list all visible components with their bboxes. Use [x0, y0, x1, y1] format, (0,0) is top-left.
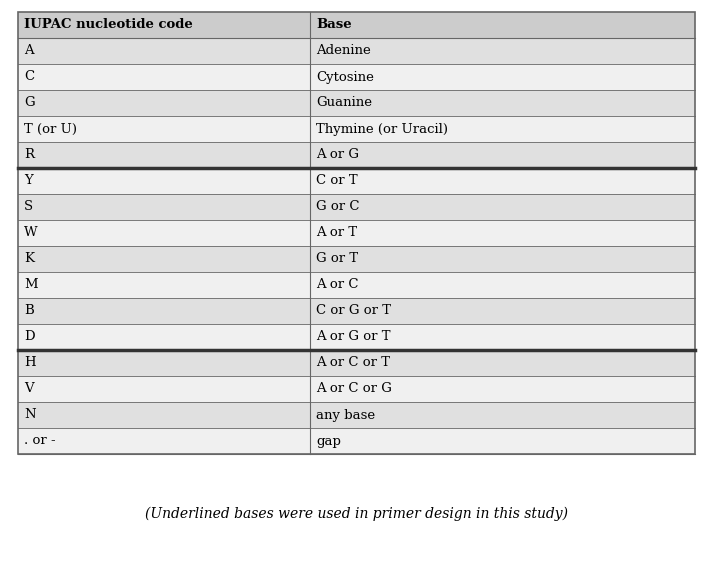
Text: V: V — [24, 383, 34, 395]
Text: G or T: G or T — [316, 252, 358, 265]
Text: IUPAC nucleotide code: IUPAC nucleotide code — [24, 18, 193, 31]
Text: any base: any base — [316, 408, 375, 422]
Text: A or T: A or T — [316, 227, 357, 240]
Text: S: S — [24, 201, 33, 213]
Text: B: B — [24, 304, 34, 317]
Bar — [18, 168, 695, 194]
Bar — [18, 90, 695, 116]
Text: T (or U): T (or U) — [24, 122, 77, 136]
Bar — [18, 194, 695, 220]
Bar — [18, 272, 695, 298]
Text: A or C or T: A or C or T — [316, 356, 390, 370]
Text: D: D — [24, 331, 35, 344]
Bar — [18, 350, 695, 376]
Text: A or G or T: A or G or T — [316, 331, 390, 344]
Text: C or G or T: C or G or T — [316, 304, 391, 317]
Bar — [18, 376, 695, 402]
Text: C or T: C or T — [316, 174, 357, 188]
Bar — [18, 38, 695, 64]
Text: (Underlined bases were used in primer design in this study): (Underlined bases were used in primer de… — [145, 507, 568, 521]
Text: A or G: A or G — [316, 149, 359, 161]
Bar — [18, 220, 695, 246]
Text: Thymine (or Uracil): Thymine (or Uracil) — [316, 122, 448, 136]
Text: K: K — [24, 252, 34, 265]
Text: G: G — [24, 97, 35, 109]
Text: Cytosine: Cytosine — [316, 70, 374, 84]
Text: Adenine: Adenine — [316, 45, 371, 58]
Text: A or C or G: A or C or G — [316, 383, 392, 395]
Bar — [18, 428, 695, 454]
Text: Y: Y — [24, 174, 33, 188]
Bar — [18, 12, 695, 38]
Text: Guanine: Guanine — [316, 97, 372, 109]
Bar — [18, 402, 695, 428]
Bar — [18, 64, 695, 90]
Text: A: A — [24, 45, 34, 58]
Text: W: W — [24, 227, 37, 240]
Bar — [18, 142, 695, 168]
Text: G or C: G or C — [316, 201, 360, 213]
Bar — [18, 324, 695, 350]
Text: A or C: A or C — [316, 279, 359, 292]
Bar — [18, 116, 695, 142]
Text: Base: Base — [316, 18, 352, 31]
Text: C: C — [24, 70, 34, 84]
Text: H: H — [24, 356, 36, 370]
Bar — [18, 246, 695, 272]
Text: gap: gap — [316, 435, 341, 447]
Text: . or -: . or - — [24, 435, 55, 447]
Text: M: M — [24, 279, 37, 292]
Text: R: R — [24, 149, 34, 161]
Text: N: N — [24, 408, 36, 422]
Bar — [18, 298, 695, 324]
Bar — [18, 12, 695, 454]
